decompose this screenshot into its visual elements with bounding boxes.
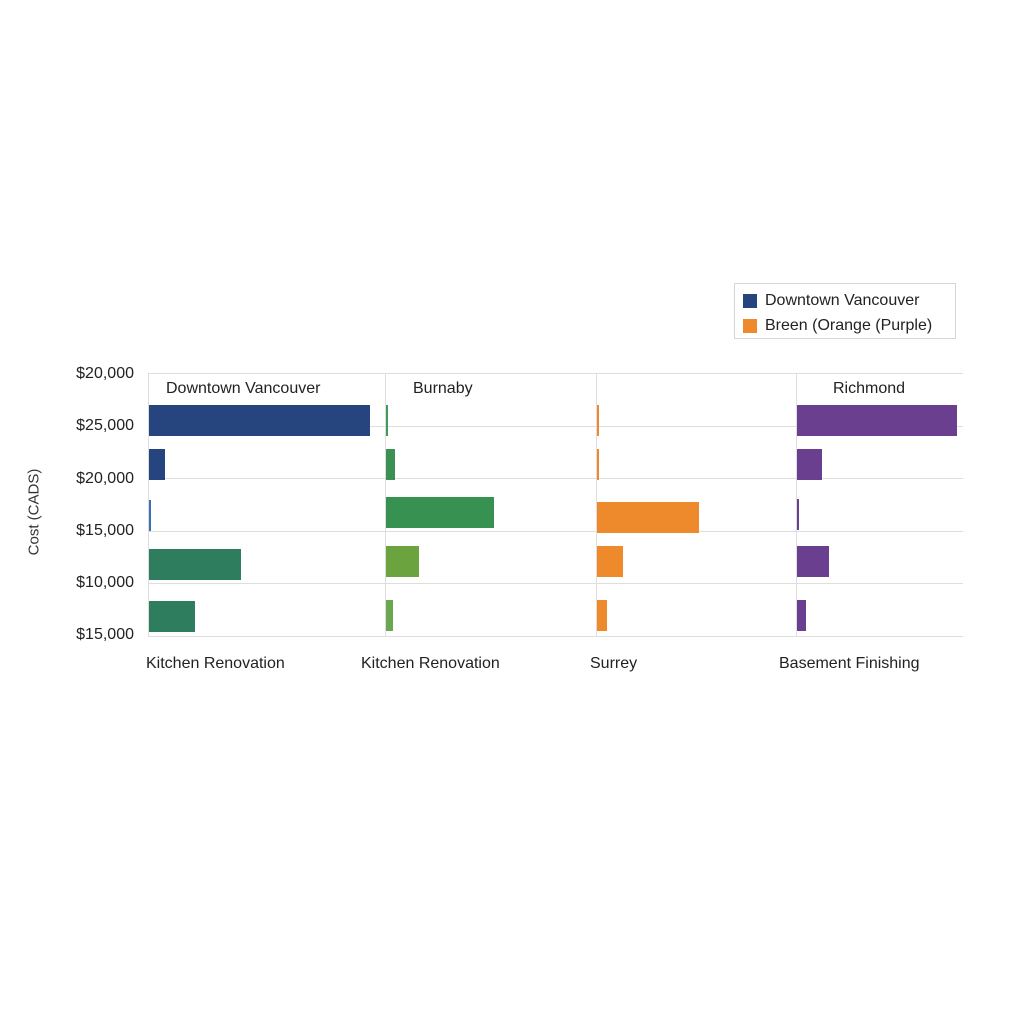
panel-title: Downtown Vancouver	[166, 380, 321, 397]
bar	[597, 405, 599, 436]
panel-divider	[148, 373, 149, 637]
gridline	[148, 583, 963, 584]
gridline	[148, 426, 963, 427]
panel-richmond: Richmond	[797, 373, 963, 637]
x-category-label: Kitchen Renovation	[361, 655, 500, 672]
legend-swatch-orange	[743, 318, 757, 333]
bar	[386, 405, 388, 436]
panel-divider	[385, 373, 386, 637]
panel-divider	[596, 373, 597, 637]
y-tick-label: $15,000	[76, 626, 134, 643]
gridline	[148, 636, 963, 637]
x-category-label: Surrey	[590, 655, 638, 672]
panel-downtown-vancouver: Downtown Vancouver	[149, 373, 385, 637]
bar	[149, 449, 165, 480]
y-axis-label: Cost (CADS)	[25, 468, 43, 556]
bar	[797, 546, 829, 577]
panel-burnaby: Burnaby	[386, 373, 596, 637]
bar	[149, 549, 241, 580]
bar	[149, 405, 370, 436]
bar	[386, 600, 393, 631]
x-category-label: Basement Finishing	[779, 655, 920, 672]
legend-label: Downtown Vancouver	[765, 291, 920, 309]
bar	[797, 499, 799, 530]
plot-area: Downtown Vancouver Burnaby Richmond	[148, 373, 963, 637]
bar	[797, 449, 822, 480]
bar	[797, 405, 957, 436]
bar	[386, 449, 395, 480]
y-tick-label: $20,000	[76, 365, 134, 382]
gridline	[148, 373, 963, 374]
x-category-label: Kitchen Renovation	[146, 655, 285, 672]
bar	[597, 546, 623, 577]
legend-label: Breen (Orange (Purple)	[765, 316, 933, 334]
gridline	[148, 531, 963, 532]
y-tick-label: $20,000	[76, 470, 134, 487]
y-tick-label: $25,000	[76, 417, 134, 434]
y-tick-label: $15,000	[76, 522, 134, 539]
bar	[597, 600, 607, 631]
legend-item: Downtown Vancouver	[743, 288, 947, 313]
bar	[386, 497, 494, 528]
bar	[597, 449, 599, 480]
legend-swatch-blue	[743, 293, 757, 308]
panel-surrey	[597, 373, 796, 637]
bar	[797, 600, 806, 631]
legend-item: Breen (Orange (Purple)	[743, 313, 947, 338]
bar	[386, 546, 419, 577]
panel-title: Burnaby	[413, 380, 473, 397]
panel-divider	[796, 373, 797, 637]
gridline	[148, 478, 963, 479]
legend: Downtown Vancouver Breen (Orange (Purple…	[734, 283, 956, 339]
bar	[597, 502, 699, 533]
panel-title: Richmond	[833, 380, 906, 397]
bar	[149, 500, 151, 531]
y-tick-label: $10,000	[76, 574, 134, 591]
bar	[149, 601, 195, 632]
